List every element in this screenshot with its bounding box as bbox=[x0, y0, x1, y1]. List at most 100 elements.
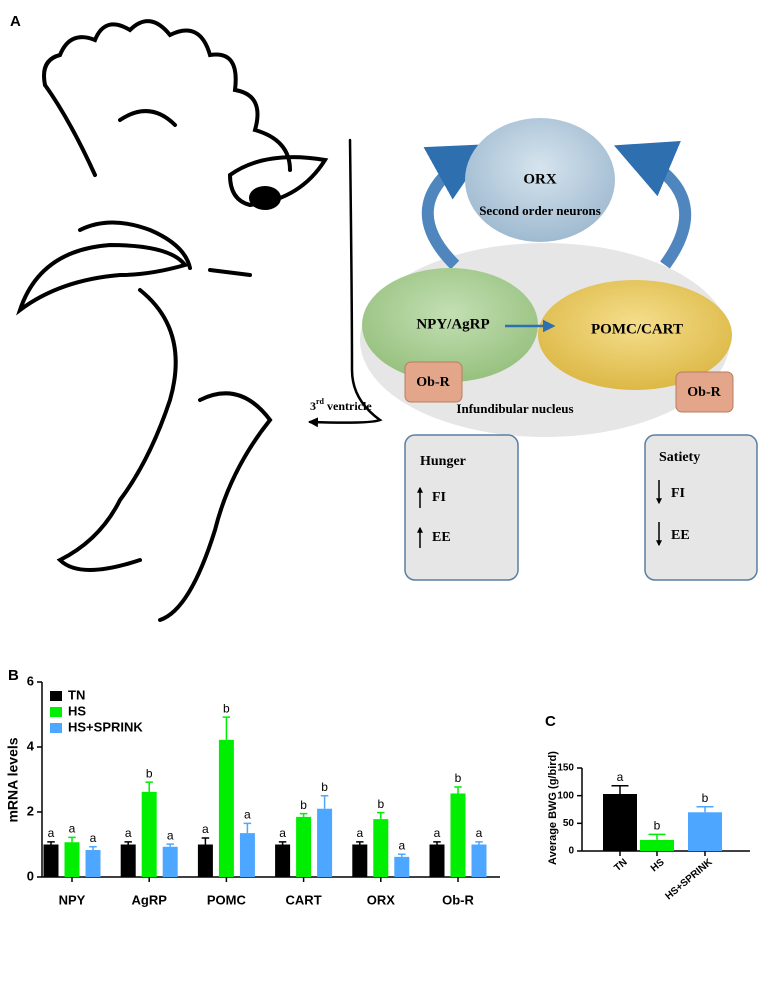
y-tick-label: 100 bbox=[557, 790, 574, 801]
panel-label: A bbox=[10, 13, 21, 30]
bar bbox=[471, 844, 487, 877]
error-bar bbox=[696, 805, 714, 813]
box-item: EE bbox=[432, 530, 451, 545]
node-label: NPY/AgRP bbox=[416, 316, 489, 332]
error-bar bbox=[398, 853, 406, 857]
node-label: ORX bbox=[523, 171, 557, 187]
significance-label: b bbox=[455, 771, 462, 785]
bar bbox=[43, 844, 59, 877]
box-title: Satiety bbox=[659, 450, 700, 465]
npy-node bbox=[362, 268, 538, 382]
significance-label: a bbox=[434, 826, 441, 840]
legend-label: HS+SPRINK bbox=[68, 719, 143, 734]
significance-label: a bbox=[244, 808, 251, 822]
error-bar bbox=[124, 841, 132, 845]
significance-label: b bbox=[321, 780, 328, 794]
error-bar bbox=[475, 841, 483, 845]
panel-label: B bbox=[8, 667, 19, 684]
receptor-label: Ob-R bbox=[687, 385, 721, 400]
y-axis-label: mRNA levels bbox=[5, 737, 21, 822]
bar bbox=[275, 844, 291, 877]
bar bbox=[141, 791, 157, 877]
ventricle-label: 3rd ventricle bbox=[310, 397, 372, 413]
curved-arrow bbox=[613, 141, 692, 269]
bar bbox=[317, 808, 333, 877]
significance-label: a bbox=[617, 770, 624, 784]
x-tick-label: TN bbox=[612, 857, 629, 874]
rooster-drawing bbox=[16, 19, 383, 622]
bar bbox=[120, 844, 136, 877]
significance-label: a bbox=[279, 826, 286, 840]
significance-label: b bbox=[146, 766, 153, 780]
error-bar bbox=[356, 841, 364, 845]
significance-label: a bbox=[202, 822, 209, 836]
x-tick-label: NPY bbox=[59, 892, 86, 907]
bar bbox=[450, 793, 466, 877]
receptor-box bbox=[404, 361, 463, 403]
bar bbox=[394, 856, 410, 877]
satiety-box bbox=[644, 434, 758, 581]
error-bar bbox=[454, 786, 462, 794]
legend-swatch bbox=[50, 707, 62, 717]
significance-label: a bbox=[69, 822, 76, 836]
bar bbox=[162, 846, 178, 877]
error-bar bbox=[320, 795, 329, 809]
error-bar bbox=[145, 781, 153, 792]
receptor-box bbox=[675, 371, 734, 413]
hunger-box bbox=[404, 434, 519, 581]
significance-label: b bbox=[300, 798, 307, 812]
error-bar bbox=[243, 822, 252, 834]
error-bar bbox=[166, 843, 174, 847]
bar bbox=[352, 844, 368, 877]
error-bar bbox=[47, 841, 55, 845]
error-bar bbox=[278, 841, 287, 845]
y-tick-label: 2 bbox=[27, 803, 34, 818]
legend-swatch bbox=[50, 691, 62, 701]
significance-label: b bbox=[223, 701, 230, 715]
x-tick-label: CART bbox=[286, 892, 322, 907]
significance-label: a bbox=[48, 826, 55, 840]
curved-arrow bbox=[421, 144, 491, 270]
nucleus-label: Infundibular nucleus bbox=[456, 401, 573, 416]
receptor-label: Ob-R bbox=[416, 375, 450, 390]
node-caption: Second order neurons bbox=[479, 203, 601, 218]
error-bar bbox=[299, 812, 308, 817]
x-tick-label: AgRP bbox=[132, 892, 168, 907]
error-bar bbox=[222, 716, 231, 740]
error-bar bbox=[611, 784, 629, 795]
significance-label: a bbox=[476, 826, 483, 840]
significance-label: a bbox=[356, 826, 363, 840]
bar bbox=[429, 844, 445, 877]
error-bar bbox=[68, 836, 76, 843]
legend-label: HS bbox=[68, 703, 86, 718]
significance-label: b bbox=[702, 791, 709, 805]
y-axis-label: Average BWG (g/bird) bbox=[547, 751, 559, 865]
y-tick-label: 0 bbox=[568, 846, 574, 857]
bar bbox=[218, 739, 234, 877]
bar bbox=[64, 842, 80, 877]
error-bar bbox=[89, 846, 97, 851]
y-tick-label: 4 bbox=[27, 738, 35, 753]
bar bbox=[640, 839, 674, 851]
error-bar bbox=[377, 811, 385, 820]
legend-swatch bbox=[50, 723, 62, 733]
error-bar bbox=[648, 833, 666, 840]
bar bbox=[296, 816, 312, 877]
panel-label: C bbox=[545, 713, 556, 730]
significance-label: a bbox=[167, 828, 174, 842]
y-tick-label: 6 bbox=[27, 673, 34, 688]
bar bbox=[85, 850, 101, 877]
x-tick-label: Ob-R bbox=[442, 892, 474, 907]
x-tick-label: HS bbox=[649, 857, 667, 875]
legend-label: TN bbox=[68, 687, 85, 702]
y-tick-label: 50 bbox=[563, 818, 575, 829]
significance-label: a bbox=[398, 838, 405, 852]
orx-node bbox=[465, 118, 615, 242]
bar bbox=[197, 844, 213, 877]
box-item: FI bbox=[432, 490, 446, 505]
pomc-node bbox=[538, 280, 732, 390]
error-bar bbox=[433, 841, 441, 845]
box-title: Hunger bbox=[420, 454, 466, 469]
box-item: FI bbox=[671, 486, 685, 501]
